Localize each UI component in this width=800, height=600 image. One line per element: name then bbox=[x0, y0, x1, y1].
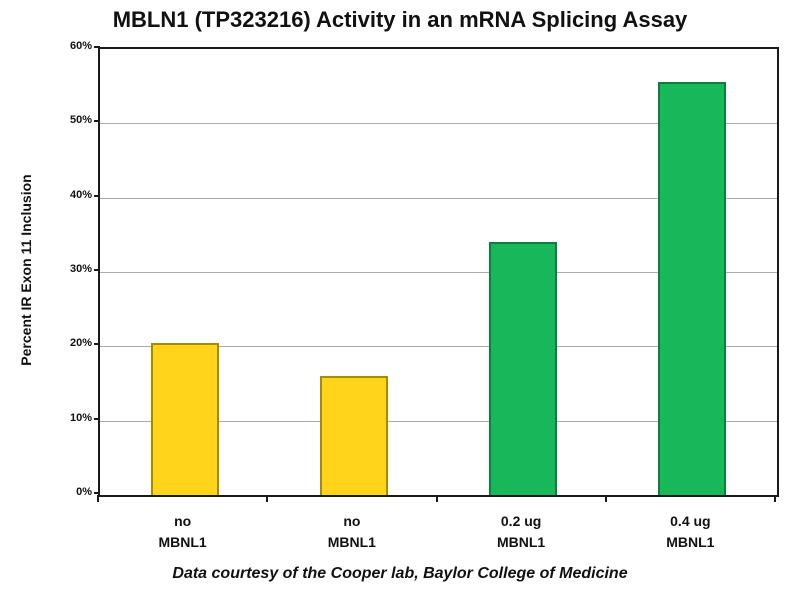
x-category-label-4: 0.4 ug MBNL1 bbox=[666, 513, 715, 550]
x-tick-mark bbox=[604, 495, 607, 502]
gridline-40 bbox=[100, 197, 777, 199]
y-tick-mark bbox=[94, 417, 100, 420]
y-tick-label-0%: 0% bbox=[76, 486, 92, 498]
y-tick-mark bbox=[94, 269, 100, 271]
bar-4 bbox=[658, 82, 727, 495]
bar-3 bbox=[489, 242, 558, 495]
y-tick-label-10%: 10% bbox=[69, 411, 92, 424]
gridline-30 bbox=[100, 272, 777, 273]
y-tick-label-50%: 50% bbox=[69, 114, 92, 127]
x-tick-mark bbox=[97, 495, 99, 502]
x-category-label-3: 0.2 ug MBNL1 bbox=[497, 513, 546, 550]
y-tick-mark bbox=[94, 46, 100, 48]
y-tick-label-40%: 40% bbox=[69, 188, 92, 201]
x-tick-mark bbox=[435, 495, 438, 502]
chart-title: MBLN1 (TP323216) Activity in an mRNA Spl… bbox=[112, 7, 688, 32]
y-tick-label-30%: 30% bbox=[69, 263, 92, 275]
gridline-50 bbox=[100, 123, 777, 125]
y-tick-mark bbox=[94, 492, 100, 494]
bar-2 bbox=[319, 376, 388, 495]
y-tick-mark bbox=[94, 194, 100, 197]
y-tick-label-20%: 20% bbox=[69, 337, 92, 350]
x-category-label-1: no MBNL1 bbox=[158, 513, 207, 550]
x-tick-mark bbox=[266, 495, 269, 502]
bar-1 bbox=[150, 343, 219, 495]
y-tick-label-60%: 60% bbox=[69, 40, 92, 52]
gridline-20 bbox=[100, 346, 777, 348]
y-tick-mark bbox=[94, 343, 100, 346]
caption-credit: Data courtesy of the Cooper lab, Baylor … bbox=[172, 565, 628, 582]
plot-area bbox=[98, 47, 779, 497]
x-category-label-2: no MBNL1 bbox=[327, 513, 376, 550]
x-tick-mark bbox=[774, 495, 776, 502]
gridline-10 bbox=[100, 420, 777, 422]
y-tick-mark bbox=[94, 120, 100, 123]
